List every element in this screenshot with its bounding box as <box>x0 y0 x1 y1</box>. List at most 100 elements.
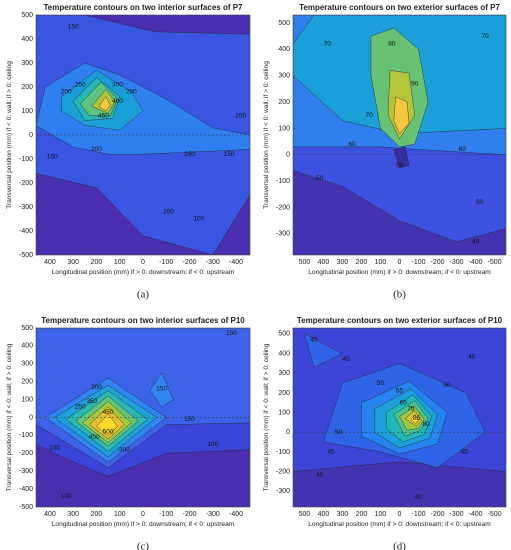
y-tick-label: 500 <box>21 12 33 19</box>
y-axis-label: Transversal position (mm) if < 0: wall; … <box>263 343 270 491</box>
x-tick-label: -200 <box>183 511 197 518</box>
contour-region <box>98 96 111 112</box>
y-tick-label: 300 <box>21 361 33 368</box>
contour-label: 450 <box>98 113 109 120</box>
x-tick-label: 0 <box>398 259 402 266</box>
contour-label: 40 <box>472 239 480 246</box>
contour-label: 50 <box>377 380 385 387</box>
contour-label: 55 <box>396 388 404 395</box>
y-tick-label: 200 <box>21 379 33 386</box>
x-tick-label: 0 <box>141 259 145 266</box>
contour-label: 450 <box>103 409 114 416</box>
x-tick-label: 500 <box>299 259 311 266</box>
y-tick-label: -300 <box>276 231 290 238</box>
contour-region <box>96 413 118 436</box>
x-tick-label: 300 <box>67 511 79 518</box>
y-tick-label: 300 <box>21 60 33 67</box>
y-tick-label: 300 <box>278 370 290 377</box>
y-tick-label: -200 <box>19 180 33 187</box>
y-tick-label: 100 <box>278 125 290 132</box>
contour-label: 70 <box>324 41 332 48</box>
contour-label: 150 <box>156 386 167 393</box>
x-tick-label: -400 <box>229 259 243 266</box>
x-axis-label: Longitudinal position (mm) if > 0: downs… <box>308 269 491 276</box>
contour-label: 200 <box>91 146 102 153</box>
contour-label: 45 <box>343 356 351 363</box>
caption: (d) <box>393 541 406 550</box>
chart-title: Temperature contours on two exterior sur… <box>297 316 503 325</box>
chart-title: Temperature contours on two interior sur… <box>41 316 245 325</box>
contour-label: 150 <box>224 151 235 158</box>
contour-label: 350 <box>86 398 97 405</box>
x-tick-label: -100 <box>159 511 173 518</box>
x-tick-label: 400 <box>318 259 330 266</box>
contour-label: 150 <box>68 24 79 31</box>
x-tick-label: -400 <box>229 511 243 518</box>
x-tick-label: -300 <box>450 259 464 266</box>
x-tick-label: 100 <box>114 511 126 518</box>
x-tick-label: -100 <box>412 511 426 518</box>
caption: (c) <box>137 541 150 550</box>
contour-label: 400 <box>89 434 100 441</box>
y-tick-label: 0 <box>286 152 290 159</box>
y-tick-label: -300 <box>276 488 290 495</box>
contour-label: 100 <box>49 445 60 452</box>
contour-label: 200 <box>235 113 246 120</box>
y-tick-label: -500 <box>19 252 33 259</box>
y-tick-label: -100 <box>19 156 33 163</box>
y-tick-label: 200 <box>21 84 33 91</box>
contour-label: 50 <box>316 175 324 182</box>
x-tick-label: 300 <box>337 511 349 518</box>
contour-region <box>393 96 410 135</box>
contour-label: 100 <box>61 493 72 500</box>
y-axis-label: Transversal position (mm) if < 0: wall; … <box>6 61 13 209</box>
contour-label: 60 <box>348 141 356 148</box>
contour-region <box>149 372 174 408</box>
chart-title: Temperature contours on two exterior sur… <box>299 3 500 12</box>
contour-label: 500 <box>103 429 114 436</box>
x-tick-label: 300 <box>67 259 79 266</box>
contour-label: 200 <box>91 384 102 391</box>
x-tick-label: -500 <box>488 511 502 518</box>
contour-label: 100 <box>193 216 204 223</box>
contour-label: 75 <box>407 405 415 412</box>
y-tick-label: 0 <box>29 414 33 421</box>
x-tick-label: 400 <box>44 259 56 266</box>
contour-label: 300 <box>119 446 130 453</box>
y-tick-label: 100 <box>21 108 33 115</box>
y-tick-label: 0 <box>286 429 290 436</box>
contour-region <box>304 333 343 368</box>
y-tick-label: 400 <box>278 46 290 53</box>
contour-label: 45 <box>327 449 335 456</box>
contour-label: 70 <box>481 33 489 40</box>
contour-label: 200 <box>126 89 137 96</box>
contour-label: 150 <box>226 330 237 337</box>
contour-label: 45 <box>461 449 469 456</box>
y-tick-label: 500 <box>278 331 290 338</box>
contour-label: 40 <box>316 472 324 479</box>
contour-label: 80 <box>423 421 431 428</box>
x-tick-label: 100 <box>375 259 387 266</box>
contour-label: 45 <box>310 337 318 344</box>
contour-label: 150 <box>184 416 195 423</box>
y-tick-label: -300 <box>19 204 33 211</box>
contour-label: 150 <box>47 153 58 160</box>
y-tick-label: -100 <box>276 178 290 185</box>
y-tick-label: 500 <box>278 20 290 27</box>
y-tick-label: -100 <box>276 449 290 456</box>
contour-region <box>410 414 419 424</box>
contour-label: 85 <box>413 415 421 422</box>
y-tick-label: -400 <box>19 486 33 493</box>
x-tick-label: -200 <box>431 511 445 518</box>
plot-area: 70 70 80 70 60 60 50 50 40 50 90 <box>293 15 506 255</box>
x-tick-label: 400 <box>44 511 56 518</box>
y-tick-label: 100 <box>21 396 33 403</box>
x-axis-label: Longitudinal position (mm) if > 0: downs… <box>52 521 235 528</box>
chart-title: Temperature contours on two interior sur… <box>44 3 244 12</box>
x-tick-label: -300 <box>206 511 220 518</box>
y-tick-label: -200 <box>276 204 290 211</box>
contour-label: 90 <box>411 80 419 87</box>
contour-label: 150 <box>184 151 195 158</box>
x-tick-label: -100 <box>159 259 173 266</box>
